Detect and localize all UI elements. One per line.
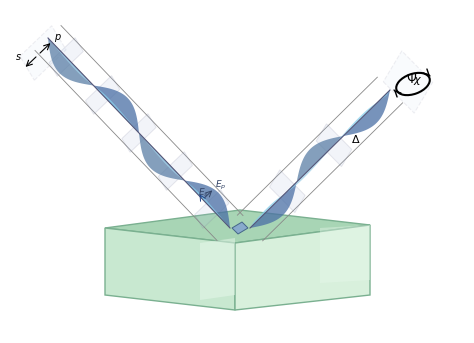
Text: $E_p$: $E_p$ <box>215 179 227 192</box>
Polygon shape <box>293 131 346 188</box>
Text: $\Psi$: $\Psi$ <box>406 73 417 86</box>
Polygon shape <box>85 76 120 114</box>
Polygon shape <box>343 90 390 136</box>
Text: $\chi$: $\chi$ <box>413 75 422 87</box>
Polygon shape <box>93 85 139 133</box>
Polygon shape <box>158 152 192 190</box>
Polygon shape <box>48 38 93 85</box>
Polygon shape <box>297 136 343 182</box>
Polygon shape <box>343 90 390 136</box>
Polygon shape <box>383 51 433 113</box>
Polygon shape <box>49 38 83 76</box>
Polygon shape <box>184 180 230 228</box>
Polygon shape <box>235 225 370 310</box>
Text: $E_s$: $E_s$ <box>198 187 209 199</box>
Polygon shape <box>105 228 235 310</box>
Polygon shape <box>122 114 156 152</box>
Text: p: p <box>54 32 60 42</box>
Polygon shape <box>195 190 229 228</box>
Polygon shape <box>48 38 93 85</box>
Polygon shape <box>105 210 370 243</box>
Text: $\Delta$: $\Delta$ <box>351 133 361 145</box>
Text: s: s <box>16 52 21 62</box>
Polygon shape <box>200 238 235 300</box>
Polygon shape <box>184 180 230 228</box>
Polygon shape <box>316 124 352 167</box>
Polygon shape <box>270 170 305 213</box>
Polygon shape <box>250 182 297 228</box>
Polygon shape <box>139 133 184 180</box>
Polygon shape <box>20 26 66 80</box>
Polygon shape <box>139 133 184 180</box>
Polygon shape <box>250 182 297 228</box>
Polygon shape <box>93 85 139 133</box>
Polygon shape <box>320 225 370 283</box>
Polygon shape <box>232 222 248 234</box>
